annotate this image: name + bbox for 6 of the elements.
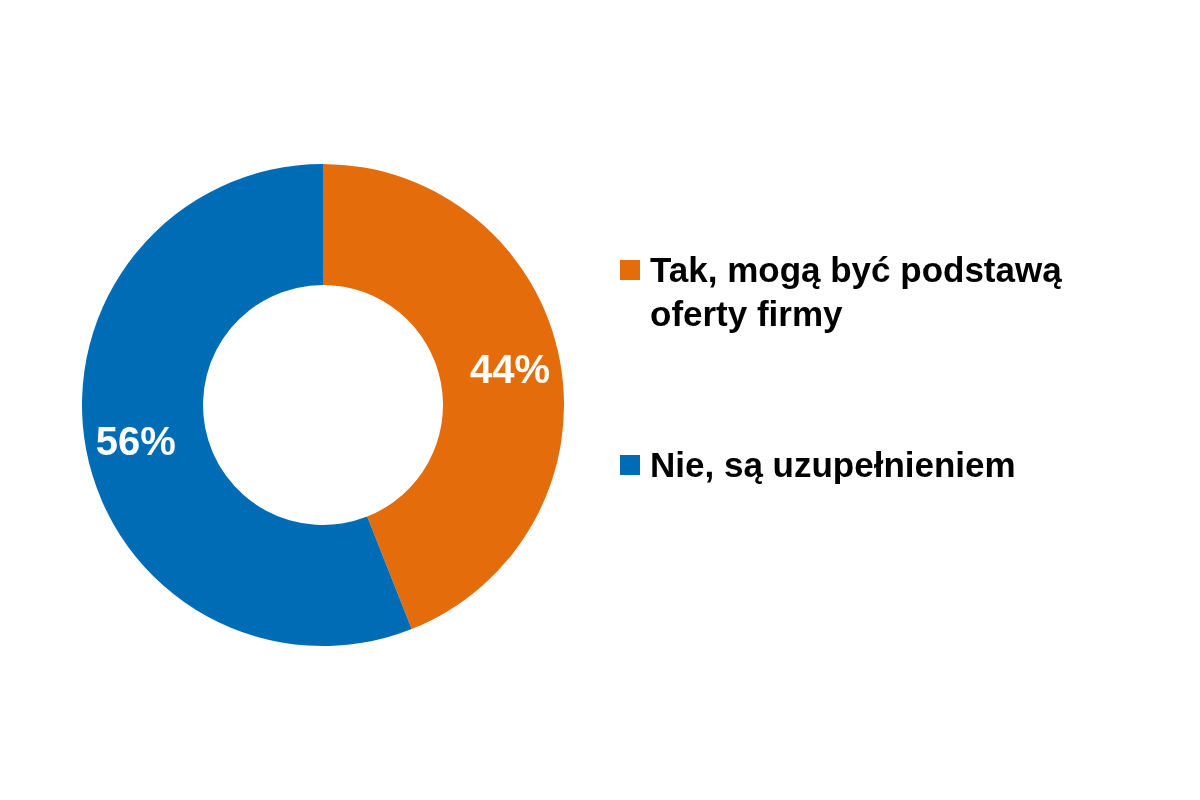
legend-label: Tak, mogą być podstawą oferty firmy <box>650 250 1063 333</box>
legend-label: Nie, są uzupełnieniem <box>650 445 1016 484</box>
data-label: 56% <box>95 418 176 463</box>
donut-slice <box>82 164 412 646</box>
data-label: 44% <box>470 347 551 392</box>
donut-slice <box>323 164 564 630</box>
